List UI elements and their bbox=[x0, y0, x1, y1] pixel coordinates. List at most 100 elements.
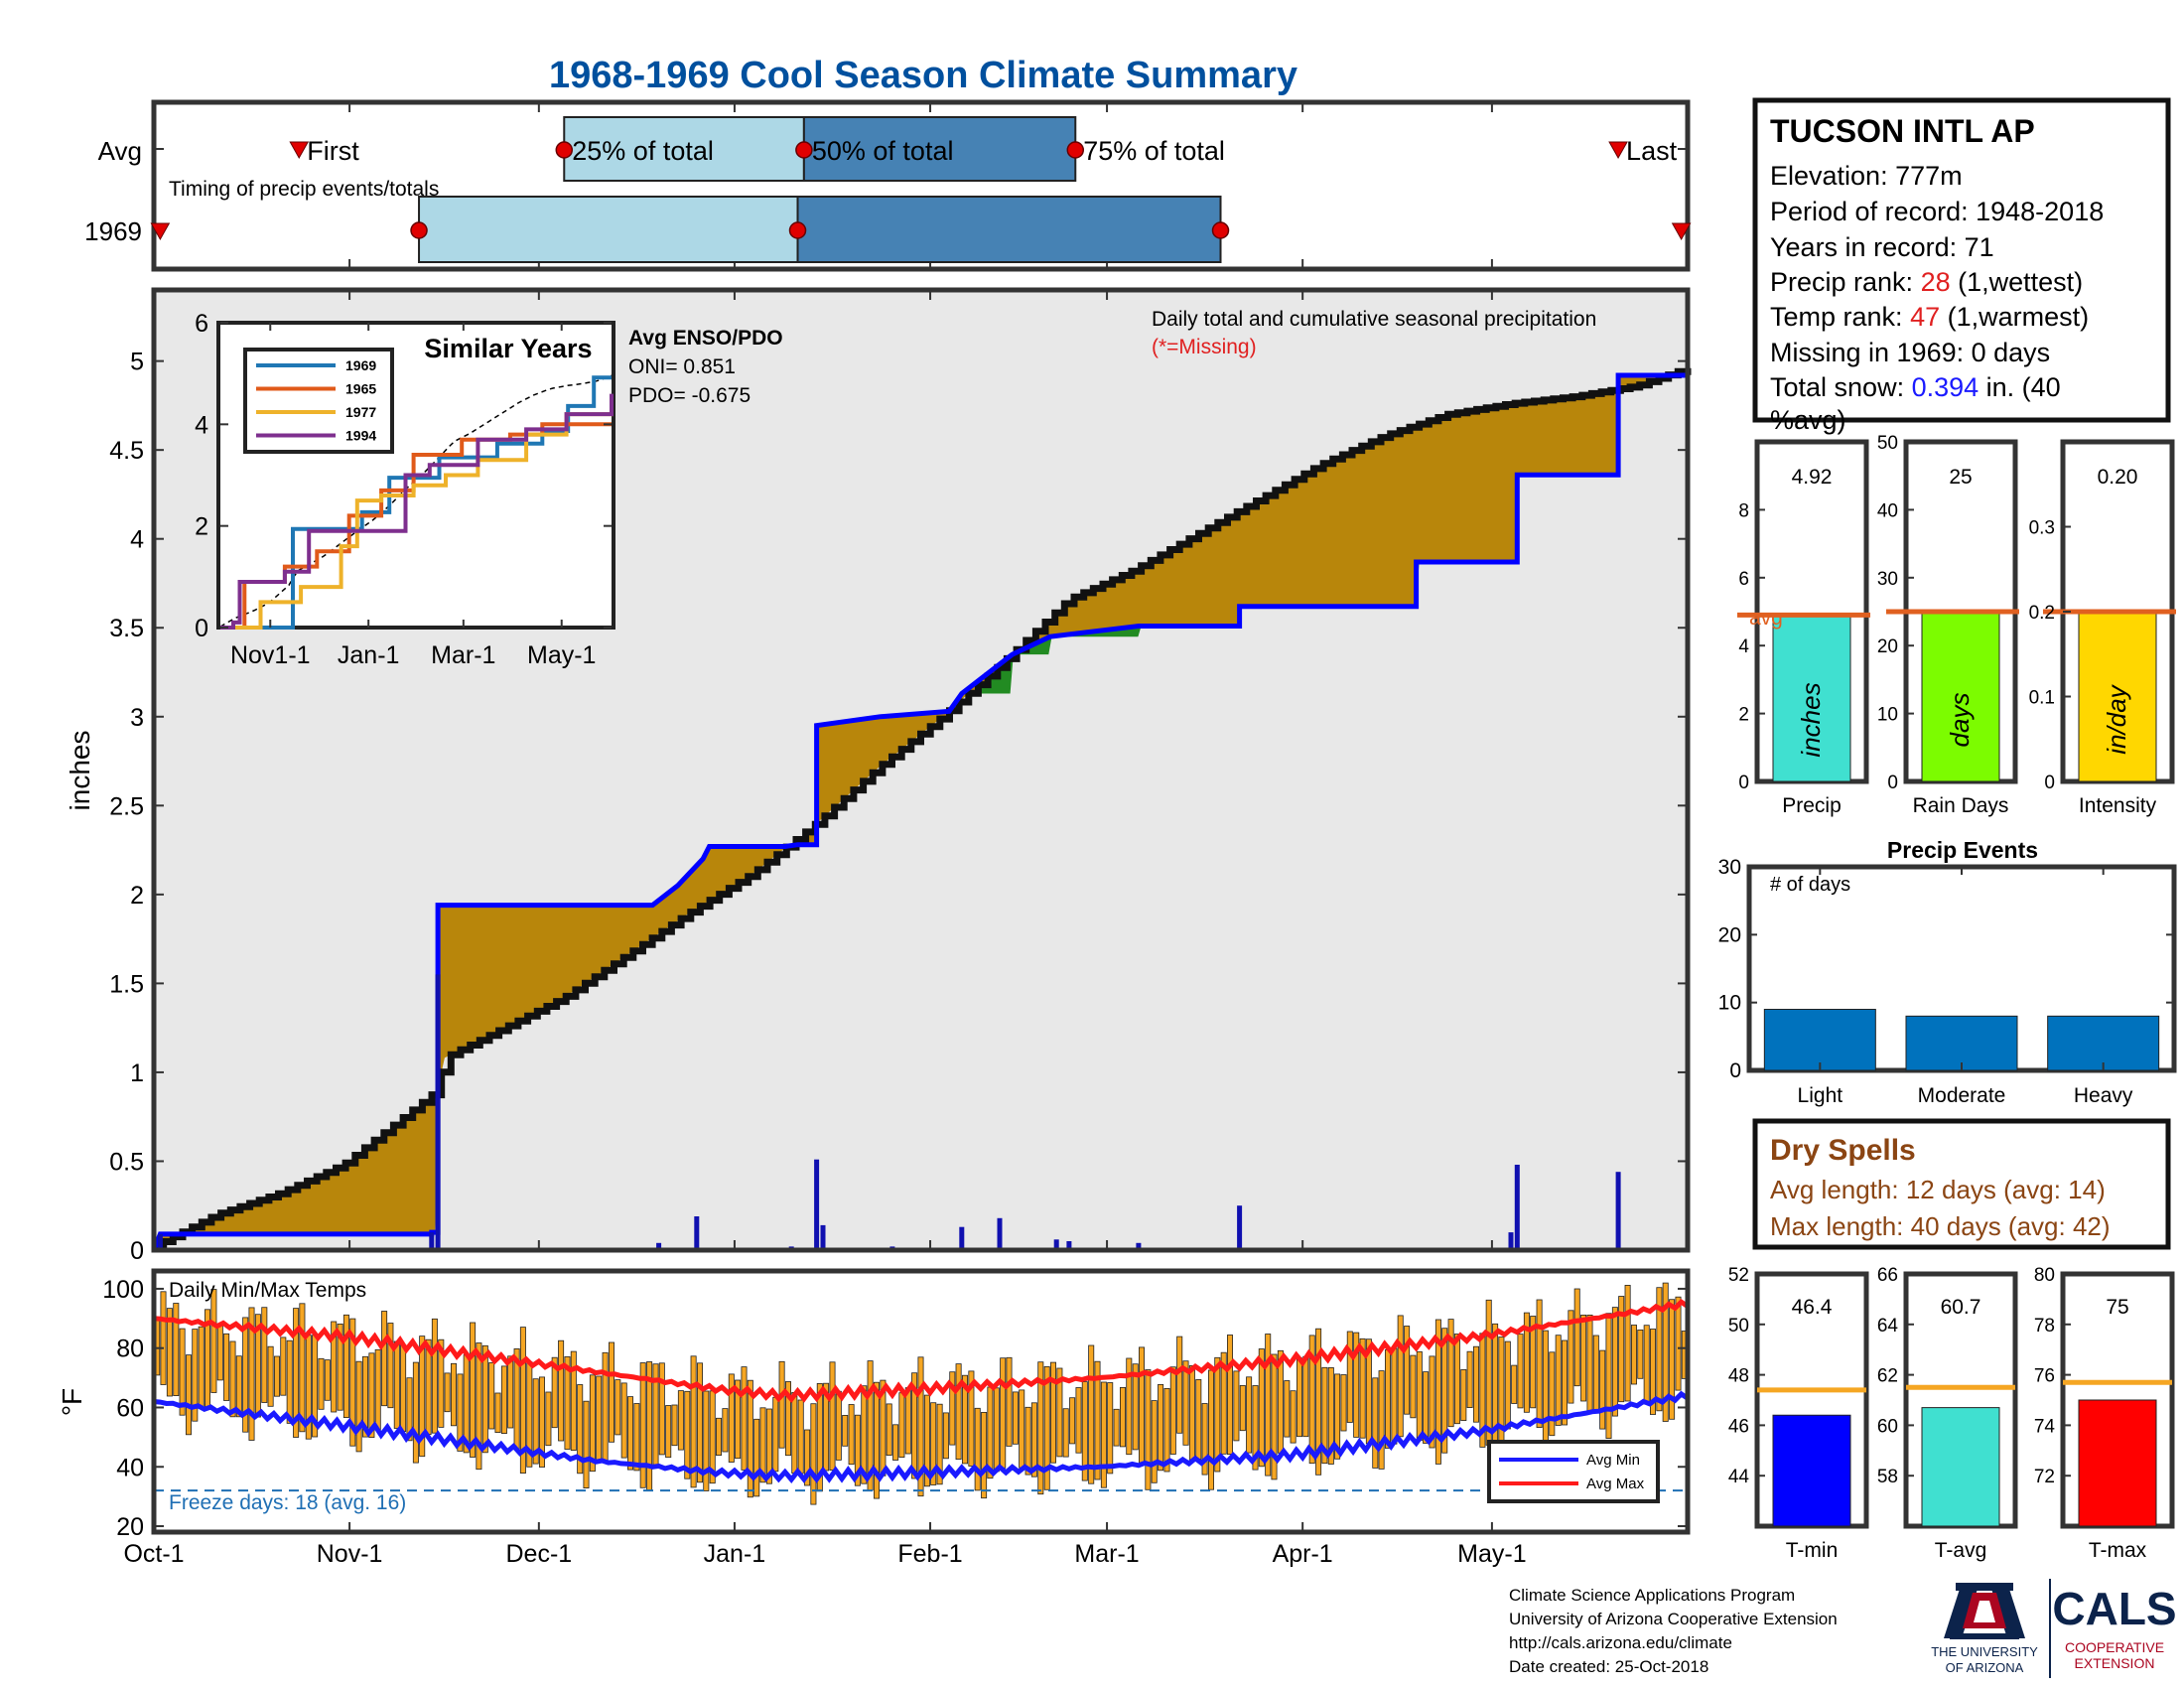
event-ytick-label-1: 10 bbox=[1718, 992, 1741, 1015]
p25-label: 25% of total bbox=[572, 136, 714, 166]
temp-day-bar bbox=[1252, 1385, 1259, 1471]
avg-p50-marker bbox=[795, 141, 813, 159]
precip-panel-tick-label-2-1: 0.1 bbox=[2029, 688, 2055, 709]
temp-day-bar bbox=[494, 1392, 501, 1433]
temp-day-bar bbox=[185, 1354, 192, 1436]
temp-day-bar bbox=[1618, 1296, 1625, 1403]
daily-precip-bar-4 bbox=[694, 1216, 700, 1250]
temp-day-bar bbox=[1562, 1339, 1569, 1426]
temp-day-bar bbox=[1473, 1345, 1480, 1423]
temp-day-bar bbox=[1599, 1349, 1606, 1430]
station-period: Period of record: 1948-2018 bbox=[1770, 197, 2104, 226]
temp-day-bar bbox=[753, 1418, 760, 1497]
temp-day-bar bbox=[318, 1357, 325, 1410]
xtick-label-2: Dec-1 bbox=[505, 1540, 572, 1568]
daily-precip-bar-1 bbox=[429, 1232, 435, 1250]
precip-panel-value-1: 25 bbox=[1949, 466, 1972, 489]
daily-precip-bar-13 bbox=[1136, 1242, 1142, 1250]
temp-day-bar bbox=[337, 1324, 343, 1411]
temp-day-bar bbox=[1297, 1357, 1303, 1438]
temp-panel-value-0: 46.4 bbox=[1792, 1296, 1833, 1319]
temp-day-bar bbox=[507, 1355, 514, 1429]
pdo-value: PDO= -0.675 bbox=[628, 384, 751, 407]
temp-day-bar bbox=[665, 1405, 672, 1459]
temp-day-bar bbox=[589, 1374, 596, 1473]
temp-day-bar bbox=[1441, 1328, 1448, 1454]
temp-day-bar bbox=[804, 1429, 811, 1486]
temp-day-bar bbox=[861, 1385, 868, 1484]
temp-day-bar bbox=[765, 1408, 772, 1484]
temp-day-bar bbox=[349, 1318, 356, 1447]
temp-day-bar bbox=[242, 1317, 249, 1433]
event-ytick-label-2: 20 bbox=[1718, 923, 1741, 946]
temp-day-bar bbox=[545, 1391, 552, 1447]
similar-avg-dashed bbox=[219, 374, 613, 628]
temp-day-bar bbox=[273, 1355, 280, 1397]
xtick-label-0: Oct-1 bbox=[123, 1540, 184, 1568]
temp-day-bar bbox=[627, 1396, 634, 1471]
precip-panel-unit-0: inches bbox=[1796, 682, 1826, 757]
daily-precip-bar-17 bbox=[1615, 1172, 1621, 1250]
precip-panel-category-2: Intensity bbox=[2079, 794, 2157, 817]
avg-p75-marker bbox=[1066, 141, 1085, 159]
total-snow-avg: %avg) bbox=[1770, 405, 1846, 435]
temp-panel-category-0: T-min bbox=[1786, 1539, 1839, 1562]
temp-ytick-label-3: 80 bbox=[116, 1336, 144, 1363]
temp-day-bar bbox=[829, 1361, 836, 1472]
temp-day-bar bbox=[551, 1356, 558, 1429]
y1969-first-marker bbox=[150, 222, 171, 241]
temp-day-bar bbox=[1050, 1361, 1057, 1464]
temp-day-bar bbox=[1088, 1344, 1095, 1484]
temp-day-bar bbox=[229, 1340, 236, 1418]
daily-precip-bar-10 bbox=[997, 1217, 1003, 1250]
timing-panel: Avg 1969 Timing of precip events/totals … bbox=[84, 99, 1692, 272]
temp-day-bar bbox=[987, 1386, 994, 1479]
temp-day-bar bbox=[1523, 1312, 1530, 1413]
temp-day-bar bbox=[639, 1362, 646, 1488]
temp-day-bar bbox=[412, 1361, 419, 1464]
temp-day-bar bbox=[166, 1308, 173, 1397]
precip-panel-tick-label-0-3: 6 bbox=[1738, 569, 1749, 590]
events-note: # of days bbox=[1770, 874, 1850, 896]
timing-caption: Timing of precip events/totals bbox=[169, 178, 439, 201]
temp-day-bar bbox=[1460, 1369, 1467, 1422]
similar-years-inset: 0 2 4 6 Nov1-1 Jan-1 Mar-1 May-1 Similar Years… bbox=[195, 310, 615, 669]
daily-precip-bar-12 bbox=[1066, 1241, 1072, 1250]
daily-precip-bar-9 bbox=[959, 1226, 965, 1250]
event-label-Moderate: Moderate bbox=[1918, 1084, 2006, 1107]
temp-ytick-label-4: 100 bbox=[102, 1276, 144, 1304]
temp-day-bar bbox=[488, 1362, 495, 1430]
main-chart-note: Daily total and cumulative seasonal prec… bbox=[1152, 308, 1596, 331]
p50-label: 50% of total bbox=[812, 136, 954, 166]
event-bar-Moderate bbox=[1905, 1015, 2018, 1071]
temp-day-bar bbox=[1233, 1370, 1240, 1442]
temp-day-bar bbox=[898, 1392, 905, 1458]
temp-day-bar bbox=[1308, 1335, 1315, 1465]
temp-day-bar bbox=[210, 1289, 217, 1393]
temp-day-bar bbox=[198, 1326, 205, 1409]
first-label: First bbox=[307, 136, 359, 166]
last-label: Last bbox=[1626, 136, 1678, 166]
temp-day-bar bbox=[684, 1390, 691, 1479]
event-label-Heavy: Heavy bbox=[2074, 1084, 2133, 1107]
y1969-25-50-bar bbox=[418, 196, 799, 263]
temp-day-bar bbox=[1024, 1406, 1031, 1476]
temp-day-bar bbox=[658, 1362, 665, 1456]
daily-precip-bar-11 bbox=[1053, 1239, 1059, 1250]
y1969-p75-marker bbox=[1211, 221, 1230, 239]
temp-day-bar bbox=[1006, 1356, 1013, 1447]
event-bar-Light bbox=[1763, 1009, 1876, 1071]
temp-day-bar bbox=[1195, 1379, 1202, 1460]
temp-day-bar bbox=[1075, 1387, 1082, 1454]
page-title: 1968-1969 Cool Season Climate Summary bbox=[549, 55, 1297, 96]
temp-day-bar bbox=[532, 1378, 539, 1465]
temp-day-bar bbox=[1100, 1381, 1107, 1488]
temp-day-bar bbox=[1145, 1369, 1152, 1490]
temp-ytick-label-2: 60 bbox=[116, 1394, 144, 1422]
cals-logo-text: CALS bbox=[2052, 1583, 2176, 1634]
daily-precip-bar-0 bbox=[157, 1233, 163, 1250]
temp-day-bar bbox=[1163, 1388, 1170, 1473]
temp-day-bar bbox=[1631, 1325, 1638, 1385]
temp-panel-tick-label-1-1: 60 bbox=[1877, 1416, 1898, 1437]
